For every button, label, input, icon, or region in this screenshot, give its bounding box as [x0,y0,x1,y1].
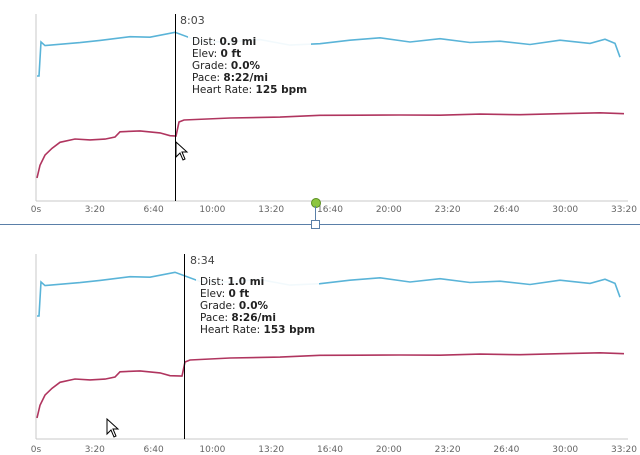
bottom-tooltip-grade: Grade: 0.0% [200,300,269,312]
bottom-x-tick-label: 23:20 [434,445,461,455]
bottom-x-tick-label: 0s [30,445,42,455]
top-tooltip-grade: Grade: 0.0% [192,60,261,72]
range-slider-stem [315,206,316,220]
top-chart-panel[interactable]: 8:03 Dist: 0.9 mi Elev: 0 ft Grade: 0.0%… [0,0,640,224]
top-x-tick-label: 3:20 [84,205,105,215]
bottom-x-tick-label: 3:20 [84,445,105,455]
bottom-heart-rate-line [36,351,625,419]
top-elevation-line [37,31,621,77]
panel-divider [0,224,640,225]
top-tooltip-heart-rate: Heart Rate: 125 bpm [192,84,308,96]
top-x-tick-label: 23:20 [434,205,461,215]
bottom-tooltip-heart-rate: Heart Rate: 153 bpm [200,324,316,336]
bottom-x-tick-label: 13:20 [258,445,285,455]
top-x-tick-label: 10:00 [199,205,226,215]
bottom-chart-svg[interactable] [0,240,640,455]
bottom-tooltip-elev: Elev: 0 ft [200,288,250,300]
bottom-x-tick-label: 6:40 [143,445,164,455]
top-x-tick-label: 26:40 [493,205,520,215]
top-x-tick-label: 30:00 [552,205,579,215]
bottom-x-tick-label: 20:00 [375,445,402,455]
top-x-tick-label: 13:20 [258,205,285,215]
range-slider-anchor[interactable] [311,220,320,229]
bottom-x-tick-label: 10:00 [199,445,226,455]
range-slider-handle[interactable] [311,198,321,208]
bottom-x-tick-label: 33:20 [611,445,637,455]
top-x-tick-label: 20:00 [375,205,402,215]
top-tooltip-pace: Pace: 8:22/mi [192,72,268,84]
bottom-x-tick-label: 16:40 [317,445,343,455]
top-chart-svg[interactable] [0,0,640,224]
top-x-tick-label: 33:20 [611,205,637,215]
mouse-pointer-icon [106,417,120,438]
bottom-cursor-time: 8:34 [190,254,215,267]
bottom-chart-panel[interactable]: 8:34 Dist: 1.0 mi Elev: 0 ft Grade: 0.0%… [0,240,640,455]
top-cursor-time: 8:03 [180,14,205,27]
bottom-tooltip: Dist: 1.0 mi Elev: 0 ft Grade: 0.0% Pace… [196,274,320,339]
top-heart-rate-line [36,111,625,179]
bottom-elevation-line [37,271,621,317]
top-x-tick-label: 6:40 [143,205,164,215]
bottom-x-tick-label: 30:00 [552,445,579,455]
top-tooltip-elev: Elev: 0 ft [192,48,242,60]
mouse-pointer-icon [175,140,189,161]
top-x-tick-label: 0s [30,205,42,215]
top-tooltip: Dist: 0.9 mi Elev: 0 ft Grade: 0.0% Pace… [188,34,312,99]
bottom-tooltip-dist: Dist: 1.0 mi [200,276,265,288]
bottom-x-tick-label: 26:40 [493,445,520,455]
top-x-tick-label: 16:40 [317,205,343,215]
top-tooltip-dist: Dist: 0.9 mi [192,36,257,48]
bottom-tooltip-pace: Pace: 8:26/mi [200,312,276,324]
